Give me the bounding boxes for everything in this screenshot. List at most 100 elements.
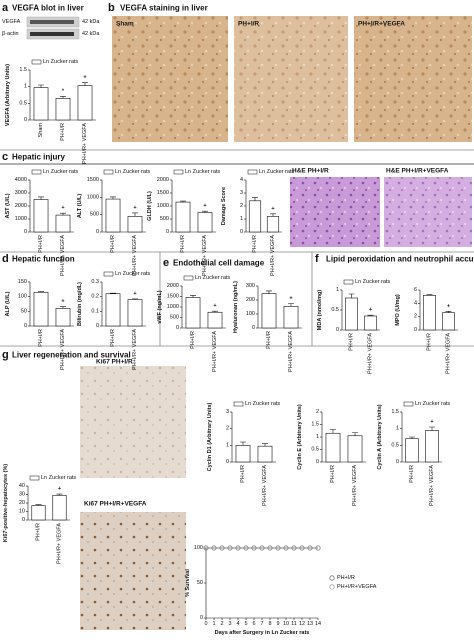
x-tick-label: PH+I/R+ VEGFA xyxy=(270,235,276,276)
y-tick-label: 0 xyxy=(166,229,169,235)
annotation: + xyxy=(213,303,216,309)
x-tick-label: 9 xyxy=(276,621,279,627)
y-axis-label: Damage Score xyxy=(221,187,227,225)
x-tick-label: PH+I/R xyxy=(110,235,116,253)
bar xyxy=(31,505,46,521)
x-tick-label: PH+I/R+ VEGFA xyxy=(288,331,294,372)
y-tick-label: 4 xyxy=(240,177,243,183)
x-tick-label: PH+I/R xyxy=(349,333,355,351)
y-tick-label: 3 xyxy=(240,190,243,196)
y-tick-label: 2 xyxy=(226,426,229,432)
data-point xyxy=(243,545,249,551)
bar xyxy=(55,308,71,327)
y-tick-label: 20 xyxy=(19,500,25,506)
error-bar xyxy=(35,504,42,506)
annotation: + xyxy=(83,75,86,81)
legend-swatch xyxy=(31,169,42,175)
y-axis-label: vWF (ng/mL) xyxy=(157,290,163,323)
legend-swatch xyxy=(31,59,42,65)
panel-letter: g xyxy=(2,349,9,361)
legend-marker xyxy=(329,575,335,581)
bar xyxy=(55,214,71,233)
image-caption: Ki67 PH+I/R+VEGFA xyxy=(84,501,147,508)
bar xyxy=(77,85,93,121)
x-tick-label: PH+I/R xyxy=(240,465,246,483)
bar xyxy=(325,432,341,463)
legend-label: Ln Zucker rats xyxy=(43,59,78,65)
error-bar xyxy=(38,196,44,200)
y-tick-label: 1 xyxy=(316,434,319,440)
x-tick-label: Sham xyxy=(38,123,44,138)
x-tick-label: 12 xyxy=(299,621,305,627)
error-bar xyxy=(429,426,435,431)
y-tick-label: 0 xyxy=(396,459,399,465)
data-point xyxy=(227,545,233,551)
y-tick-label: 1 xyxy=(24,84,27,90)
bar xyxy=(105,293,121,327)
bar xyxy=(33,87,49,121)
x-tick-label: PH+I/R+ VEGFA xyxy=(262,465,268,506)
blot-label: β-actin xyxy=(2,31,19,37)
data-point xyxy=(219,545,225,551)
legend-swatch xyxy=(183,275,194,281)
y-tick-label: 1 xyxy=(396,426,399,432)
bar xyxy=(405,438,419,463)
y-tick-label: 1.5 xyxy=(391,409,399,415)
data-point xyxy=(235,545,241,551)
y-tick-label: 4 xyxy=(414,300,417,306)
x-tick-label: PH+I/R xyxy=(38,329,44,347)
y-axis-label: ALT (U/L) xyxy=(77,194,83,219)
panel-title: Hepatic injury xyxy=(12,153,65,162)
panel-title: Hepatic function xyxy=(12,255,75,264)
x-tick-label: 7 xyxy=(260,621,263,627)
y-tick-label: 500 xyxy=(160,216,169,222)
legend-label: PH+I/R xyxy=(337,575,355,581)
y-tick-label: 0 xyxy=(96,323,99,329)
annotation: + xyxy=(430,419,433,425)
y-tick-label: 6 xyxy=(414,287,417,293)
micrograph xyxy=(354,16,472,142)
image-caption: PH+I/R xyxy=(238,21,259,28)
micrograph xyxy=(384,177,472,247)
error-bar xyxy=(367,314,374,316)
y-tick-label: 0 xyxy=(316,459,319,465)
error-bar xyxy=(348,293,355,298)
legend-swatch xyxy=(233,401,244,407)
error-bar xyxy=(330,429,336,434)
y-tick-label: 10 xyxy=(19,509,25,515)
x-tick-label: PH+I/R xyxy=(110,329,116,347)
image-caption: H&E PH+I/R xyxy=(292,168,329,175)
y-tick-label: 0 xyxy=(24,117,27,123)
x-tick-label: 13 xyxy=(307,621,313,627)
bar xyxy=(347,435,363,463)
y-tick-label: 100 xyxy=(246,311,255,317)
error-bar xyxy=(132,212,138,217)
y-tick-label: 2 xyxy=(316,409,319,415)
y-tick-label: 0.5 xyxy=(311,447,319,453)
x-tick-label: 5 xyxy=(244,621,247,627)
error-bar xyxy=(38,84,44,88)
annotation: + xyxy=(289,296,292,302)
y-tick-label: 50 xyxy=(197,580,203,586)
bar xyxy=(261,293,277,329)
y-tick-label: 1000 xyxy=(87,194,99,200)
y-tick-label: 50 xyxy=(21,308,27,314)
y-tick-label: 300 xyxy=(246,283,255,289)
y-tick-label: 0 xyxy=(200,615,203,621)
y-tick-label: 100 xyxy=(194,545,203,551)
error-bar xyxy=(60,306,66,309)
error-bar xyxy=(445,311,452,313)
y-tick-label: 1 xyxy=(336,287,339,293)
error-bar xyxy=(266,290,272,294)
data-point xyxy=(251,545,257,551)
error-bar xyxy=(132,298,138,300)
y-tick-label: 2000 xyxy=(167,283,179,289)
panel-title: VEGFA staining in liver xyxy=(120,4,208,13)
legend-label: Ln Zucker rats xyxy=(115,169,150,175)
annotation: * xyxy=(62,88,65,94)
y-tick-label: 150 xyxy=(18,279,27,285)
bar xyxy=(52,495,67,521)
error-bar xyxy=(38,291,44,293)
